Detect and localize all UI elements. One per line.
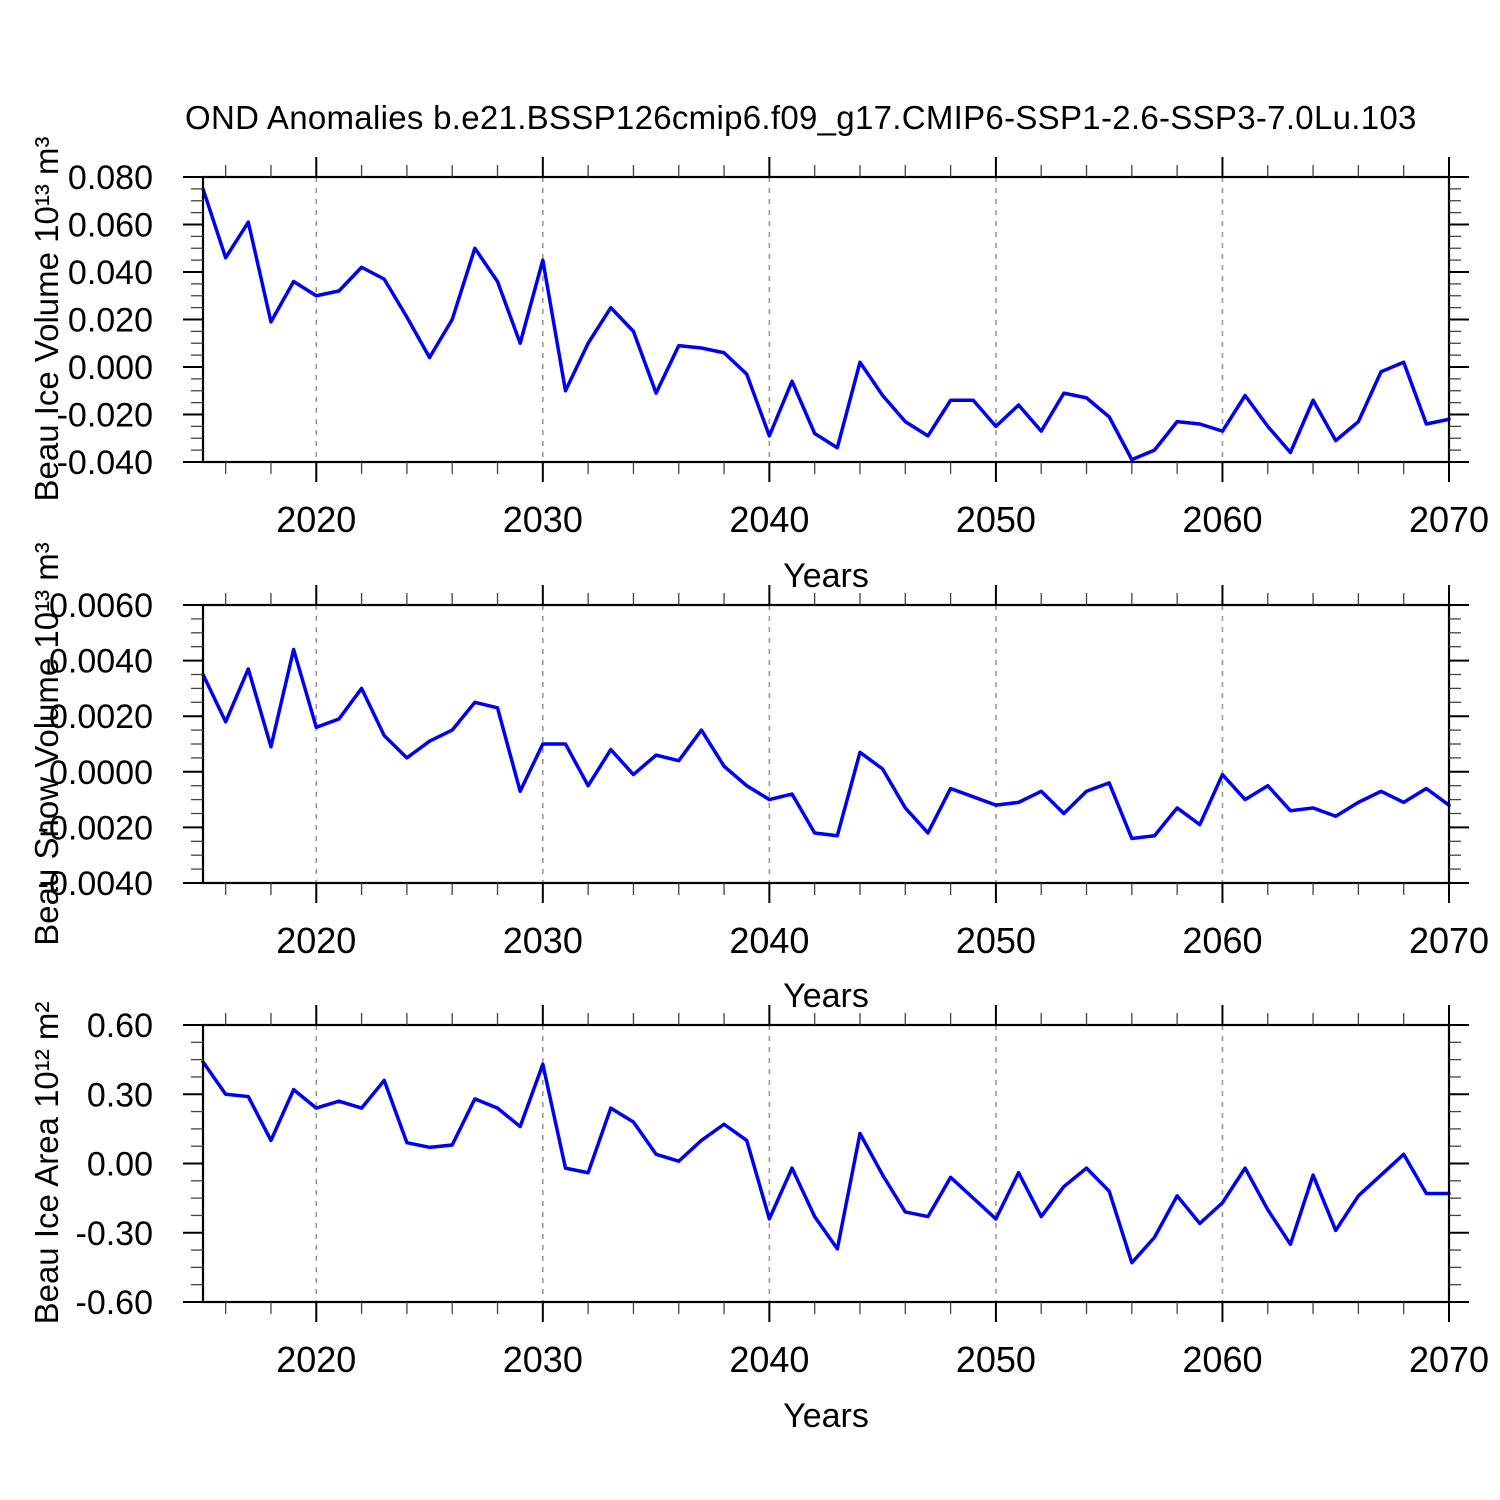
plot-frame [201,1023,1451,1304]
x-tick-label: 2030 [503,920,583,961]
y-tick-labels: 0.0060 0.0040 0.0020 0.0000 -0.0020 -0.0040 [38,587,153,903]
y-tick-label: 0.060 [68,207,153,245]
x-tick-label: 2060 [1182,499,1262,540]
y-tick-label: 0.040 [68,254,153,292]
data-line [201,1060,1451,1265]
y-tick-label: 0.0000 [49,754,153,792]
x-tick-labels: 2020 2030 2040 2050 2060 2070 [276,499,1489,540]
y-tick-label: 0.00 [87,1146,153,1184]
major-ticks [183,1005,1469,1322]
x-tick-label: 2040 [729,499,809,540]
x-tick-label: 2060 [1182,920,1262,961]
y-tick-label: -0.30 [76,1215,154,1253]
y-tick-label: 0.0060 [49,587,153,625]
major-ticks [183,585,1469,903]
x-axis-label-years-panel2: Years [783,977,869,1015]
y-axis-label-ice-area: Beau Ice Area 10¹² m² [28,1001,65,1325]
minor-ticks [191,593,1461,895]
y-tick-labels: 0.60 0.30 0.00 -0.30 -0.60 [76,1007,154,1322]
gridlines [315,605,1224,883]
y-tick-label: -0.040 [57,444,153,482]
y-tick-label: -0.0020 [38,809,153,847]
x-tick-label: 2070 [1409,499,1489,540]
minor-ticks [191,1013,1461,1314]
x-tick-label: 2030 [503,499,583,540]
x-tick-label: 2040 [729,1339,809,1380]
x-tick-label: 2070 [1409,1339,1489,1380]
x-tick-label: 2020 [276,1339,356,1380]
x-axis-label-years-panel3: Years [783,1397,869,1435]
y-tick-label: -0.0040 [38,865,153,903]
x-tick-label: 2040 [729,920,809,961]
gridlines [315,177,1224,462]
y-tick-label: 0.0040 [49,643,153,681]
panel-2: 0.0060 0.0040 0.0020 0.0000 -0.0020 -0.0040 20… [38,585,1489,961]
x-tick-labels: 2020 2030 2040 2050 2060 2070 [276,1339,1489,1380]
y-tick-label: -0.60 [76,1284,154,1322]
y-tick-label: 0.020 [68,302,153,340]
chart-title: OND Anomalies b.e21.BSSP126cmip6.f09_g17… [185,99,1417,136]
x-tick-label: 2050 [956,1339,1036,1380]
major-ticks [183,157,1469,482]
data-line [201,647,1451,841]
y-tick-label: -0.020 [57,397,153,435]
y-tick-label: 0.000 [68,349,153,387]
y-tick-label: 0.080 [68,159,153,197]
data-line [201,187,1451,462]
minor-ticks [191,165,1461,474]
y-tick-label: 0.0020 [49,698,153,736]
y-axis-label-ice-volume: Beau Ice Volume 10¹³ m³ [28,136,65,502]
plot-frame [201,603,1451,885]
panel-1: 0.080 0.060 0.040 0.020 0.000 -0.020 -0.040 202… [57,157,1489,540]
y-tick-label: 0.30 [87,1076,153,1114]
y-tick-label: 0.60 [87,1007,153,1045]
x-tick-label: 2020 [276,920,356,961]
x-tick-label: 2060 [1182,1339,1262,1380]
x-tick-label: 2030 [503,1339,583,1380]
x-axis-label-years-panel1: Years [783,557,869,595]
x-tick-label: 2070 [1409,920,1489,961]
x-tick-label: 2050 [956,499,1036,540]
x-tick-label: 2050 [956,920,1036,961]
y-axis-label-snow-volume: Beau Snow Volume 10¹³ m³ [28,542,65,946]
x-tick-labels: 2020 2030 2040 2050 2060 2070 [276,920,1489,961]
y-tick-labels: 0.080 0.060 0.040 0.020 0.000 -0.020 -0.040 [57,159,153,482]
x-tick-label: 2020 [276,499,356,540]
gridlines [315,1025,1224,1302]
